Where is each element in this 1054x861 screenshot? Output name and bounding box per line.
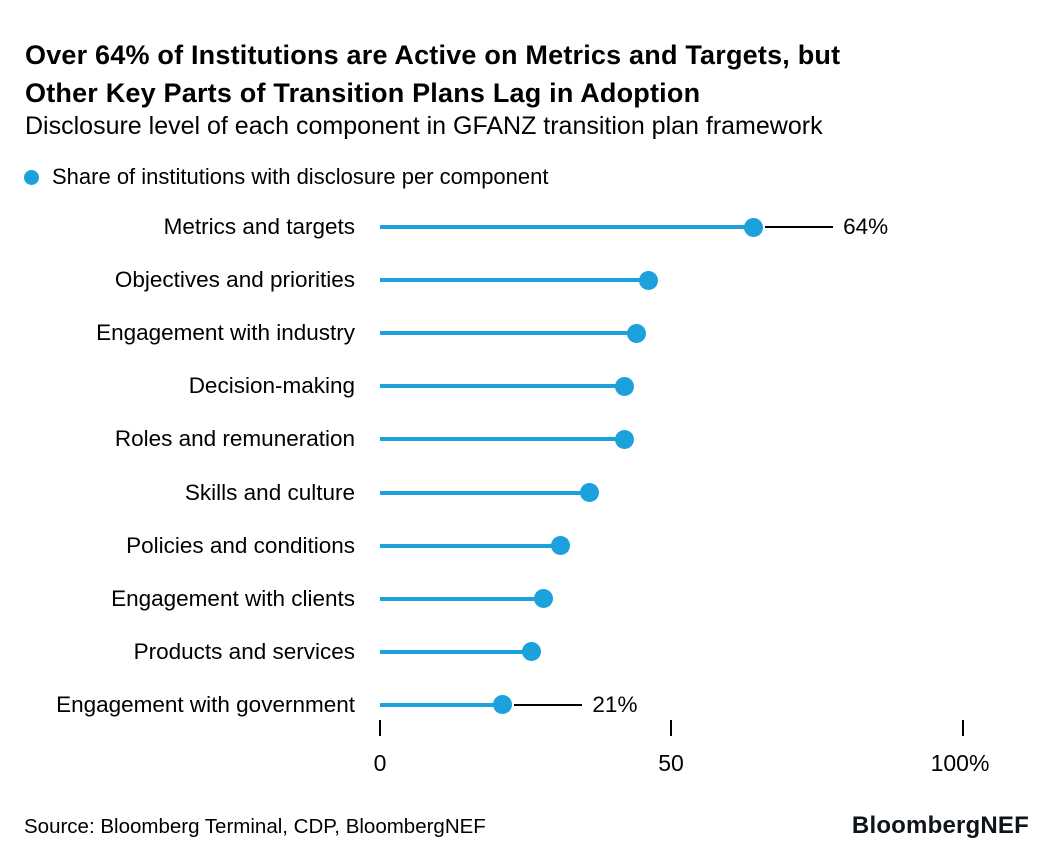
data-point-dot[interactable] — [743, 217, 763, 237]
lollipop-stem — [380, 596, 544, 601]
chart-title-line1: Over 64% of Institutions are Active on M… — [25, 40, 841, 70]
category-label: Engagement with clients — [111, 585, 355, 611]
axis-tick-0 — [379, 720, 381, 736]
axis-tick-label-0: 0 — [373, 750, 387, 776]
axis-tick-50 — [670, 720, 672, 736]
axis-tick-label-50: 50 — [658, 750, 684, 776]
axis-tick-100 — [962, 720, 964, 736]
category-label: Products and services — [133, 638, 355, 664]
category-label: Decision-making — [188, 373, 355, 399]
chart-subtitle: Disclosure level of each component in GF… — [25, 112, 823, 140]
axis-tick-label-100: 100% — [930, 750, 990, 776]
chart-title-line2: Other Key Parts of Transition Plans Lag … — [25, 78, 701, 108]
annotation-line — [765, 226, 834, 228]
data-point-dot[interactable] — [492, 695, 512, 715]
annotation-label: 21% — [592, 691, 638, 717]
data-point-dot[interactable] — [615, 376, 635, 396]
lollipop-stem — [380, 331, 637, 336]
lollipop-stem — [380, 278, 649, 283]
source-note: Source: Bloomberg Terminal, CDP, Bloombe… — [24, 815, 486, 838]
category-label: Metrics and targets — [163, 214, 355, 239]
legend-dot-icon — [24, 169, 39, 185]
lollipop-stem — [380, 437, 625, 442]
category-label: Skills and culture — [184, 479, 355, 505]
data-point-dot[interactable] — [638, 270, 658, 290]
category-label: Policies and conditions — [126, 532, 355, 558]
lollipop-stem — [380, 649, 532, 654]
category-label: Roles and remuneration — [114, 426, 355, 452]
annotation-label: 64% — [843, 214, 889, 239]
category-label: Engagement with government — [56, 691, 355, 717]
category-label: Objectives and priorities — [114, 267, 355, 293]
data-point-dot[interactable] — [522, 642, 542, 662]
data-point-dot[interactable] — [615, 429, 635, 449]
data-point-dot[interactable] — [627, 323, 647, 343]
data-point-dot[interactable] — [551, 536, 571, 556]
data-point-dot[interactable] — [533, 589, 553, 609]
category-label: Engagement with industry — [96, 320, 355, 346]
data-point-dot[interactable] — [580, 483, 600, 502]
legend: Share of institutions with disclosure pe… — [24, 164, 549, 189]
lollipop-stem — [380, 225, 754, 229]
chart-title: Over 64% of Institutions are Active on M… — [25, 36, 840, 112]
lollipop-stem — [380, 384, 625, 389]
annotation-line — [514, 703, 583, 706]
legend-label: Share of institutions with disclosure pe… — [52, 164, 549, 189]
lollipop-stem — [380, 702, 503, 707]
bloombergnef-logo: BloombergNEF — [851, 812, 1029, 839]
lollipop-stem — [380, 490, 590, 495]
lollipop-stem — [380, 543, 561, 548]
